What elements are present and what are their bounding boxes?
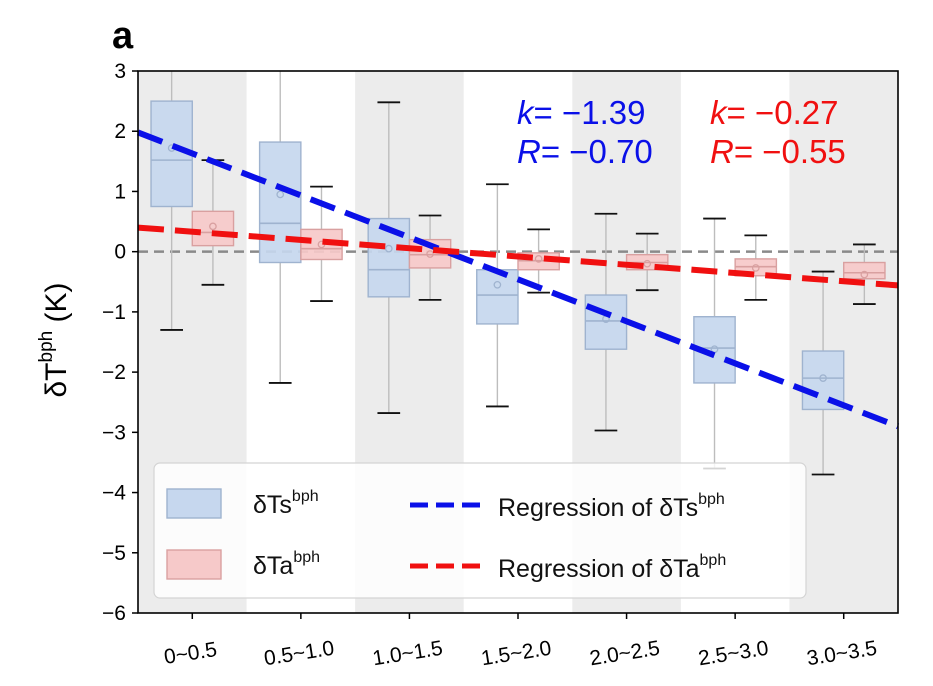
y-tick-label: 1 (114, 180, 126, 203)
legend-ts-regression-label: Regression of δTsbph (498, 491, 725, 522)
ts-mean-marker (276, 190, 285, 199)
box-groups (150, 71, 886, 476)
ta-mean-marker (209, 222, 217, 231)
x-tick-label: 0.5~1.0 (262, 637, 335, 671)
ts-r-symbol: R (517, 133, 541, 170)
ta-mean-marker (643, 259, 652, 268)
legend: δTsbph δTabph Regression of δTsbph Regre… (153, 462, 807, 599)
y-tick-label: −2 (102, 361, 126, 384)
y-tick-label: 3 (114, 60, 126, 83)
y-tick-label: −6 (102, 602, 126, 625)
y-tick-label: 0 (114, 241, 126, 264)
regression-lines (136, 129, 900, 430)
ta-mean-marker (426, 250, 434, 258)
legend-frame (153, 462, 807, 599)
y-tick-label: −1 (102, 301, 126, 324)
ta-r-symbol: R (710, 133, 734, 170)
ts-box (258, 141, 302, 264)
y-label-unit: (K) (40, 282, 73, 330)
svg-text:R= −0.70: R= −0.70 (517, 133, 653, 170)
x-tick-label: 2.0~2.5 (588, 637, 661, 671)
y-tick-label: −5 (102, 542, 126, 565)
ta-k-symbol: k (710, 94, 728, 131)
ta-mean-marker (860, 270, 869, 279)
ta-k-value: = −0.27 (727, 94, 839, 131)
stats-ta: k= −0.27 R= −0.55 (710, 94, 846, 170)
legend-ts-label: δTsbph (253, 488, 319, 519)
y-label-base: δT (40, 363, 73, 398)
stats-ts: k= −1.39 R= −0.70 (517, 94, 653, 170)
x-tick-label: 1.5~2.0 (480, 637, 553, 671)
x-tick-label: 1.0~1.5 (371, 637, 444, 671)
ts-k-symbol: k (517, 94, 535, 131)
ts-box (476, 269, 519, 325)
y-tick-label: −3 (102, 421, 126, 444)
y-axis-ticks: 3 2 1 0 −1 −2 −3 −4 −5 −6 (102, 60, 138, 625)
y-label-sup: bph (36, 331, 57, 363)
legend-ta-swatch (166, 549, 222, 580)
svg-text:k= −0.27: k= −0.27 (710, 94, 838, 131)
ta-box-group (734, 234, 778, 301)
legend-ta-regression-label: Regression of δTabph (498, 552, 726, 583)
svg-text:k= −1.39: k= −1.39 (517, 94, 645, 131)
ts-mean-marker (384, 244, 393, 253)
ts-box-group (150, 71, 193, 331)
ts-mean-marker (819, 374, 827, 382)
svg-text:R= −0.55: R= −0.55 (710, 133, 846, 170)
ts-box-group (693, 217, 736, 470)
x-axis-ticks: 0~0.5 0.5~1.0 1.0~1.5 1.5~2.0 2.0~2.5 2.5~3.0… (162, 613, 879, 671)
ta-box-group (843, 243, 886, 305)
x-tick-label: 3.0~3.5 (805, 637, 878, 671)
ta-box (843, 261, 886, 280)
legend-ts-swatch (166, 488, 222, 519)
ts-box-group (476, 183, 519, 408)
ts-k-value: = −1.39 (534, 94, 646, 131)
panel-label: a (112, 15, 134, 57)
y-axis-label: δTbph (K) (36, 282, 73, 397)
category-band (789, 71, 898, 613)
ts-regression-line (136, 129, 900, 430)
ta-mean-marker (534, 255, 543, 263)
y-tick-label: 2 (114, 120, 126, 143)
ts-box-group (258, 71, 302, 384)
ts-mean-marker (493, 280, 502, 289)
ta-regression-line (137, 224, 899, 289)
ta-box-group (191, 159, 235, 286)
legend-ta-label: δTabph (253, 549, 320, 580)
ts-box-group (584, 212, 628, 432)
x-tick-label: 0~0.5 (162, 638, 218, 669)
x-tick-label: 2.5~3.0 (697, 637, 770, 671)
ts-r-value: = −0.70 (541, 133, 653, 170)
ta-mean-marker (751, 264, 760, 272)
ta-r-value: = −0.55 (734, 133, 846, 170)
ta-box (191, 210, 235, 247)
svg-text:δTbph (K): δTbph (K) (36, 282, 73, 397)
y-tick-label: −4 (102, 482, 126, 505)
